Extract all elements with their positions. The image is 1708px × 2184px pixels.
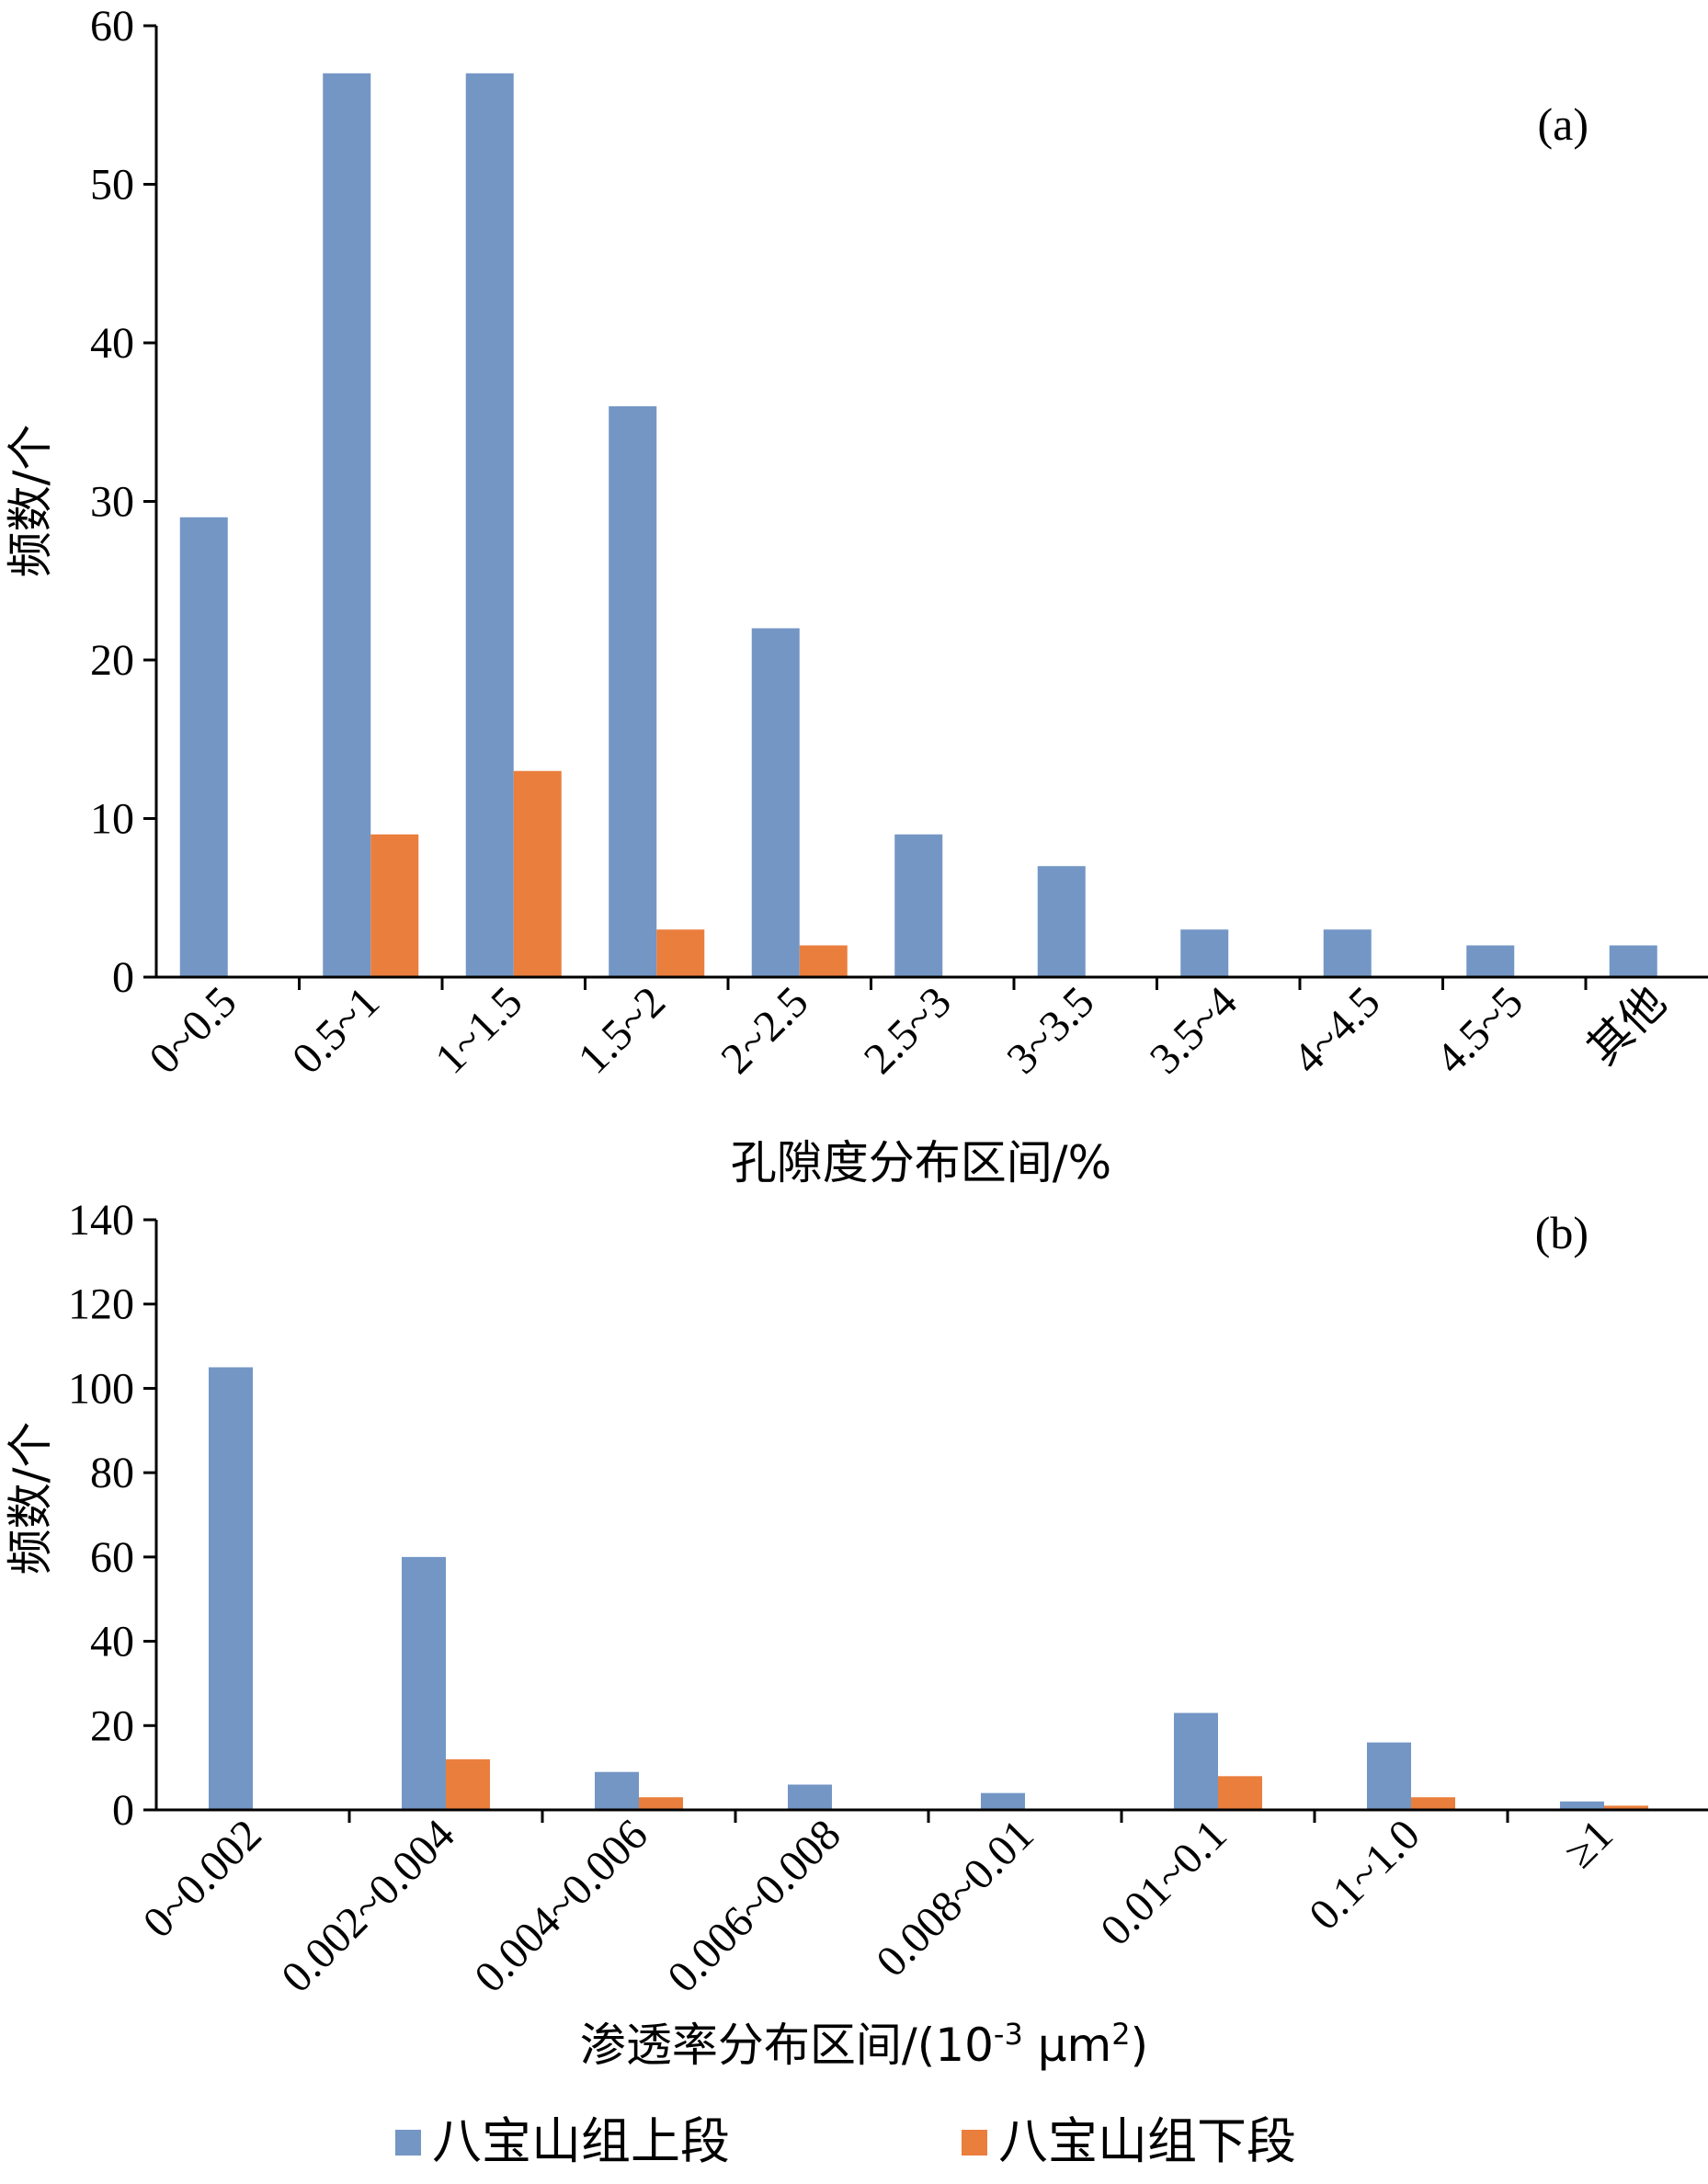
panel-label-a: (a): [1538, 98, 1589, 150]
legend-swatch-upper: [395, 2130, 421, 2156]
upper-segment-bar: [1037, 866, 1086, 977]
upper-segment-bar: [402, 1556, 446, 1810]
y-tick-label: 10: [90, 795, 134, 844]
y-tick-label: 40: [90, 1618, 134, 1666]
x-category-label: 0.1~1.0: [1300, 1810, 1429, 1939]
porosity-chart-panel: 0 10 20 30 40 50 60 0~0.5 0.5~1 1~1.5 1.5~2 2~2.5 2…: [4, 2, 1708, 1189]
upper-segment-bar: [788, 1784, 832, 1810]
x-category-label: 0~0.5: [140, 977, 245, 1083]
y-tick-label: 100: [68, 1364, 134, 1413]
upper-segment-bar: [1323, 929, 1372, 977]
lower-segment-bar: [799, 945, 848, 977]
permeability-y-axis-ticks: 0 20 40 60 80 100 120 140: [68, 1196, 156, 1835]
legend-swatch-lower: [962, 2130, 987, 2156]
permeability-x-axis-ticks: 0~0.002 0.002~0.004 0.004~0.006 0.006~0.008…: [134, 1810, 1623, 2002]
upper-segment-bar: [981, 1792, 1025, 1810]
upper-segment-bar: [209, 1367, 253, 1810]
lower-segment-bar: [513, 770, 562, 977]
y-tick-label: 20: [90, 636, 134, 685]
upper-segment-bar: [1609, 945, 1657, 977]
legend-label-upper: 八宝山组上段: [432, 2112, 730, 2170]
porosity-x-axis-ticks: 0~0.5 0.5~1 1~1.5 1.5~2 2~2.5 2.5~3 3~3.5 3.5~4…: [140, 977, 1676, 1084]
x-category-label: 3~3.5: [997, 977, 1103, 1083]
chart-legend: 八宝山组上段 八宝山组下段: [395, 2112, 1296, 2170]
lower-segment-bar: [446, 1758, 490, 1810]
lower-segment-bar: [639, 1797, 683, 1810]
y-tick-label: 80: [90, 1449, 134, 1497]
upper-segment-bar: [1367, 1742, 1411, 1810]
x-category-label: 2~2.5: [712, 977, 817, 1083]
y-tick-label: 60: [90, 1533, 134, 1582]
upper-segment-bar: [609, 406, 657, 977]
upper-segment-bar: [1560, 1801, 1604, 1810]
permeability-y-axis-title: 频数/个: [4, 1422, 57, 1575]
permeability-x-axis-title: 渗透率分布区间/(10-3 μm2): [580, 2017, 1148, 2072]
upper-segment-bar: [1180, 929, 1229, 977]
x-category-label: 1.5~2: [569, 977, 675, 1083]
panel-label-b: (b): [1535, 1207, 1588, 1258]
x-category-label: 0.008~0.01: [867, 1810, 1043, 1986]
lower-segment-bar: [370, 834, 419, 977]
x-category-label: 0~0.002: [134, 1810, 271, 1947]
y-tick-label: 0: [112, 1786, 134, 1835]
x-category-label: 0.5~1: [283, 977, 389, 1083]
x-category-label: 0.006~0.008: [658, 1810, 850, 2002]
lower-segment-bar: [1411, 1797, 1455, 1810]
y-tick-label: 140: [68, 1196, 134, 1245]
x-category-label: 1~1.5: [426, 977, 531, 1083]
x-category-label: ≥1: [1555, 1810, 1623, 1877]
x-category-label: 4.5~5: [1427, 977, 1532, 1083]
porosity-y-axis-title: 频数/个: [4, 425, 57, 578]
porosity-bars: [179, 73, 1657, 977]
lower-segment-bar: [656, 929, 705, 977]
upper-segment-bar: [595, 1771, 639, 1810]
upper-segment-bar: [894, 834, 943, 977]
legend-label-lower: 八宝山组下段: [998, 2112, 1296, 2170]
y-tick-label: 50: [90, 161, 134, 210]
upper-segment-bar: [1466, 945, 1515, 977]
y-tick-label: 60: [90, 2, 134, 51]
lower-segment-bar: [1218, 1776, 1262, 1810]
upper-segment-bar: [179, 517, 228, 977]
porosity-x-axis-title: 孔隙度分布区间/%: [731, 1136, 1111, 1189]
x-category-label: 4~4.5: [1283, 977, 1389, 1083]
upper-segment-bar: [323, 73, 371, 977]
upper-segment-bar: [465, 73, 514, 977]
porosity-y-axis-ticks: 0 10 20 30 40 50 60: [90, 2, 156, 1002]
x-category-label: 0.01~0.1: [1091, 1810, 1236, 1955]
y-tick-label: 30: [90, 478, 134, 527]
upper-segment-bar: [751, 628, 800, 977]
x-category-label: 其他: [1578, 977, 1675, 1074]
y-tick-label: 20: [90, 1701, 134, 1750]
y-tick-label: 120: [68, 1280, 134, 1329]
x-category-label: 0.002~0.004: [272, 1810, 464, 2002]
permeability-bars: [209, 1367, 1648, 1810]
y-tick-label: 40: [90, 319, 134, 368]
x-category-label: 0.004~0.006: [465, 1810, 657, 2002]
x-category-label: 3.5~4: [1141, 977, 1247, 1083]
x-category-label: 2.5~3: [855, 977, 961, 1083]
y-tick-label: 0: [112, 953, 134, 1002]
lower-segment-bar: [1604, 1805, 1648, 1810]
upper-segment-bar: [1174, 1712, 1218, 1810]
